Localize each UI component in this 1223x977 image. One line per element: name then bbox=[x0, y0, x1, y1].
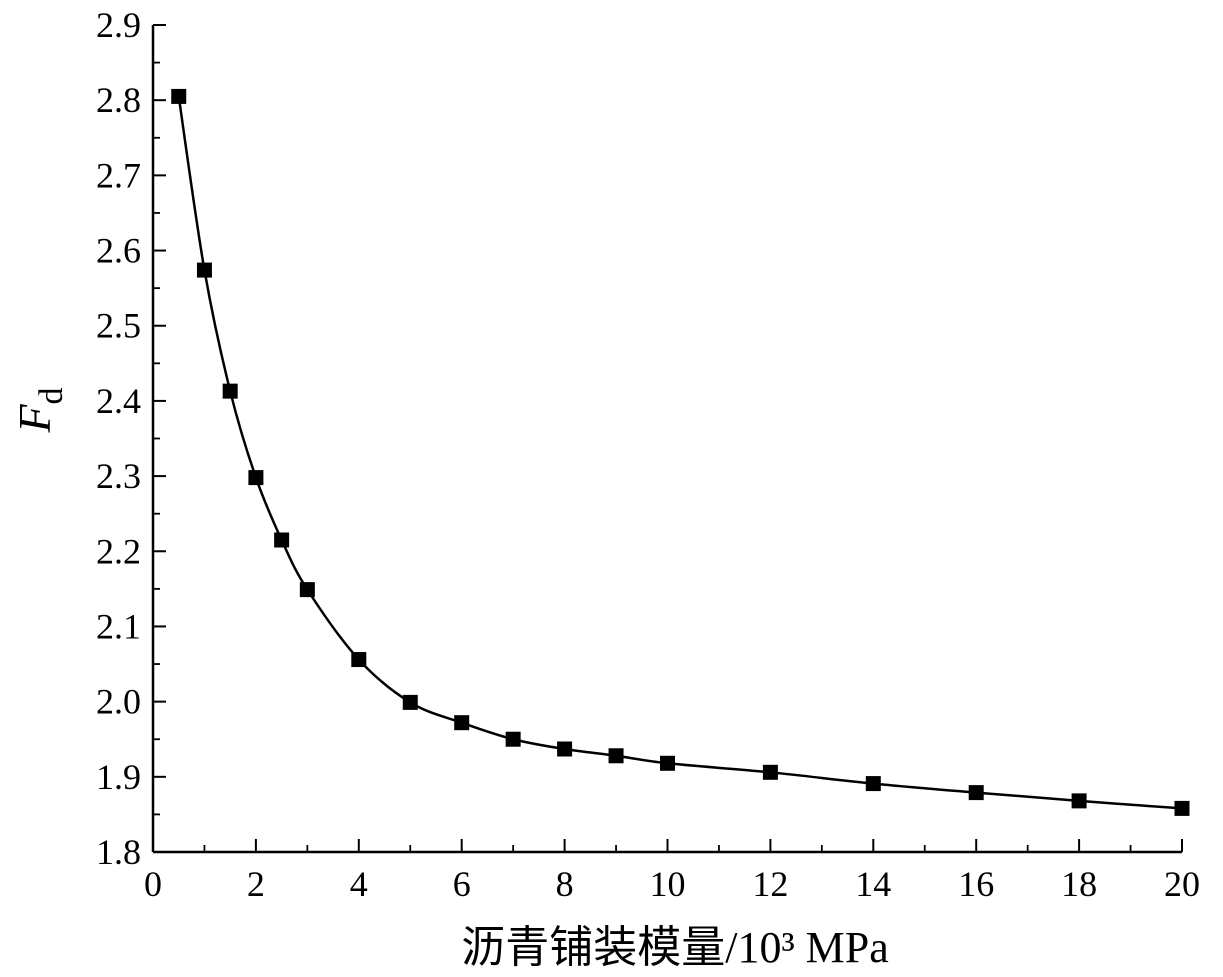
y-axis-ticks: 1.8 1.9 2.0 2.1 2.2 2.3 2.4 2.5 2.6 2.7 2.8 2.9 bbox=[96, 5, 166, 872]
x-tick-label: 12 bbox=[752, 864, 788, 904]
x-tick-label: 20 bbox=[1164, 864, 1200, 904]
y-tick-label: 2.0 bbox=[96, 682, 141, 722]
data-point-marker bbox=[762, 764, 778, 780]
data-point-marker bbox=[660, 755, 675, 771]
series-layer bbox=[171, 88, 1190, 816]
x-axis-title: 沥青铺装模量/10³ MPa bbox=[461, 923, 889, 972]
x-tick-label: 6 bbox=[453, 864, 471, 904]
data-point-marker bbox=[1071, 793, 1087, 809]
data-point-marker bbox=[248, 470, 264, 486]
data-point-marker bbox=[222, 383, 238, 399]
x-tick-label: 8 bbox=[556, 864, 574, 904]
y-tick-label: 2.3 bbox=[96, 456, 141, 496]
data-point-marker bbox=[454, 715, 470, 731]
y-tick-label: 2.9 bbox=[96, 5, 141, 45]
y-tick-label: 2.6 bbox=[96, 231, 141, 271]
data-point-marker bbox=[968, 785, 984, 801]
y-tick-label: 2.8 bbox=[96, 80, 141, 120]
x-tick-label: 2 bbox=[247, 864, 265, 904]
data-point-marker bbox=[608, 748, 624, 764]
data-point-marker bbox=[557, 741, 573, 757]
y-tick-label: 2.2 bbox=[96, 531, 141, 571]
y-axis-title: Fd bbox=[9, 387, 70, 433]
axes bbox=[151, 25, 1182, 854]
y-tick-label: 1.9 bbox=[96, 757, 141, 797]
y-tick-label: 2.5 bbox=[96, 306, 141, 346]
data-point-marker bbox=[865, 776, 881, 792]
x-axis-ticks: 0 2 4 6 8 10 12 14 16 18 20 bbox=[144, 839, 1200, 904]
data-point-marker bbox=[274, 532, 290, 548]
y-axis-title-main: F bbox=[9, 404, 60, 434]
x-tick-label: 16 bbox=[958, 864, 994, 904]
x-tick-label: 18 bbox=[1061, 864, 1097, 904]
series-line bbox=[177, 96, 1183, 810]
y-tick-label: 2.1 bbox=[96, 606, 141, 646]
data-point-marker bbox=[505, 731, 521, 747]
data-point-marker bbox=[171, 88, 187, 104]
data-point-marker bbox=[1174, 800, 1190, 816]
y-tick-label: 2.4 bbox=[96, 381, 141, 421]
x-tick-label: 4 bbox=[350, 864, 368, 904]
x-tick-label: 14 bbox=[855, 864, 891, 904]
svg-text:Fd: Fd bbox=[9, 387, 70, 433]
data-point-marker bbox=[196, 262, 212, 278]
y-axis-title-sub: d bbox=[33, 387, 70, 404]
y-tick-label: 1.8 bbox=[96, 832, 141, 872]
y-tick-label: 2.7 bbox=[96, 155, 141, 195]
data-point-marker bbox=[351, 652, 367, 668]
x-tick-label: 10 bbox=[650, 864, 686, 904]
x-tick-label: 0 bbox=[144, 864, 162, 904]
data-point-marker bbox=[402, 694, 418, 710]
data-point-marker bbox=[299, 582, 315, 598]
